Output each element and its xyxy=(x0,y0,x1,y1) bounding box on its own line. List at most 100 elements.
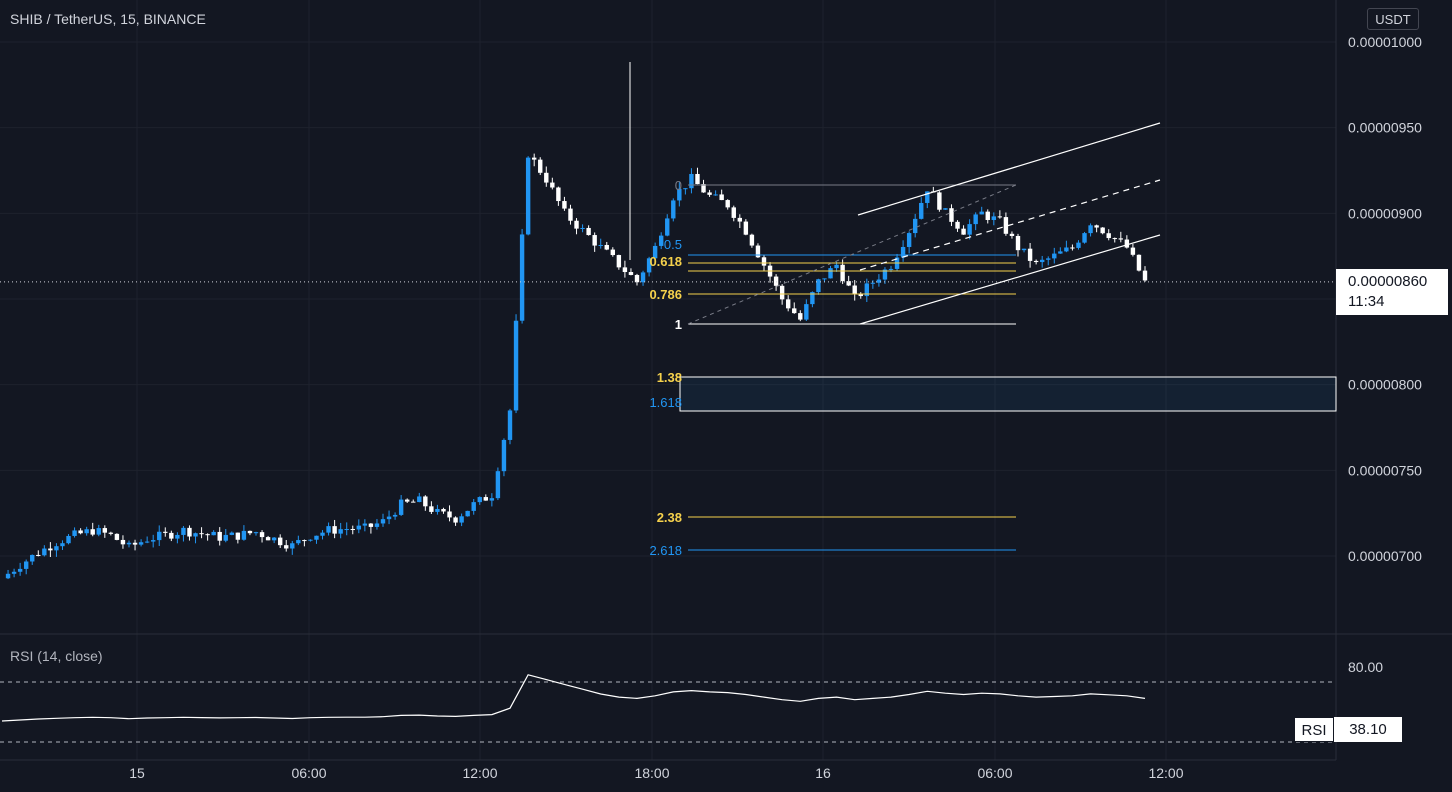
candle-body xyxy=(380,519,386,524)
price-tick-label: 0.00001000 xyxy=(1348,34,1422,50)
candle-body xyxy=(773,276,779,286)
candle-body xyxy=(665,218,670,236)
candle-body xyxy=(326,526,331,533)
candle-body xyxy=(1039,259,1045,263)
candle-body xyxy=(985,211,990,220)
candle-body xyxy=(386,516,392,520)
candle-body xyxy=(1052,253,1057,259)
candle-body xyxy=(235,532,241,540)
fib-level-label: 0.618 xyxy=(649,254,682,269)
candle-body xyxy=(761,257,767,266)
candle-body xyxy=(955,221,960,229)
candle-body xyxy=(362,523,368,526)
candle-body xyxy=(1142,270,1148,281)
rsi-line xyxy=(1,674,1146,722)
candle-body xyxy=(919,202,924,219)
candle-body xyxy=(652,245,658,259)
countdown: 11:34 xyxy=(1348,293,1385,310)
price-tick-label: 0.00000750 xyxy=(1348,462,1422,478)
candle-body xyxy=(271,537,277,541)
time-tick-label: 12:00 xyxy=(1148,765,1183,781)
candle-body xyxy=(779,285,785,300)
candle-body xyxy=(241,530,247,540)
candle-body xyxy=(1064,247,1069,252)
candle-body xyxy=(132,542,138,545)
price-tick-label: 0.00000700 xyxy=(1348,548,1422,564)
candle-body xyxy=(991,216,997,220)
candle-body xyxy=(169,532,174,539)
candle-body xyxy=(320,532,325,536)
candle-body xyxy=(1130,247,1136,255)
fib-level-label: 1 xyxy=(675,317,682,332)
candle-body xyxy=(677,188,682,201)
candle-body xyxy=(495,471,501,499)
candle-body xyxy=(979,211,984,215)
symbol-title: SHIB / TetherUS, 15, BINANCE xyxy=(10,11,206,27)
candle-body xyxy=(1070,247,1075,249)
candle-body xyxy=(513,320,519,411)
rsi-badge: RSI 38.10 xyxy=(1294,717,1402,742)
candle-body xyxy=(338,529,343,534)
candle-body xyxy=(683,188,688,190)
candle-body xyxy=(120,539,126,545)
candle-body xyxy=(5,573,11,579)
candle-body xyxy=(925,191,930,203)
candle-body xyxy=(447,511,452,518)
candle-body xyxy=(810,292,815,305)
candle-body xyxy=(743,221,749,235)
candle-body xyxy=(1082,233,1087,243)
candle-body xyxy=(671,200,676,219)
candle-body xyxy=(840,264,845,282)
candle-body xyxy=(610,249,616,256)
channel-lower xyxy=(859,234,1161,325)
candle-body xyxy=(259,532,265,538)
candle-body xyxy=(483,497,489,501)
candle-body xyxy=(90,529,95,535)
currency-button[interactable]: USDT xyxy=(1367,8,1419,30)
candle-body xyxy=(398,499,404,515)
time-tick-label: 15 xyxy=(129,765,145,781)
candle-body xyxy=(108,532,114,534)
candle-body xyxy=(247,530,253,534)
candle-body xyxy=(157,531,162,541)
candle-body xyxy=(1112,238,1117,240)
candle-body xyxy=(525,157,531,235)
candle-body xyxy=(96,528,101,535)
candle-body xyxy=(459,516,464,523)
candle-body xyxy=(368,523,374,527)
candle-body xyxy=(882,269,888,280)
candle-body xyxy=(193,533,198,537)
candle-body xyxy=(332,526,337,534)
candle-body xyxy=(531,157,537,160)
candle-body xyxy=(302,540,307,542)
candle-body xyxy=(471,502,476,511)
fib-level-label: 1.38 xyxy=(657,370,682,385)
candle-body xyxy=(1015,235,1021,251)
candle-body xyxy=(598,244,603,246)
candle-body xyxy=(163,531,168,533)
candle-body xyxy=(138,542,144,545)
candle-body xyxy=(1088,225,1093,234)
candle-body xyxy=(949,208,954,222)
candle-body xyxy=(175,534,180,539)
candle-body xyxy=(900,246,906,258)
candle-body xyxy=(1100,227,1105,234)
candle-body xyxy=(126,542,132,545)
time-tick-label: 16 xyxy=(815,765,831,781)
candle-body xyxy=(308,539,313,541)
candle-body xyxy=(562,201,567,209)
candle-body xyxy=(961,228,966,235)
candle-body xyxy=(997,216,1003,218)
price-tick-label: 0.00000950 xyxy=(1348,120,1422,136)
candle-body xyxy=(544,172,549,183)
candle-body xyxy=(973,214,978,225)
candle-body xyxy=(453,517,458,523)
candle-body xyxy=(290,543,295,549)
candle-body xyxy=(586,227,591,236)
candle-body xyxy=(356,525,362,530)
rsi-level-label: 80.00 xyxy=(1348,659,1383,675)
candle-body xyxy=(265,537,271,541)
candle-body xyxy=(725,200,730,208)
candle-body xyxy=(870,282,876,284)
